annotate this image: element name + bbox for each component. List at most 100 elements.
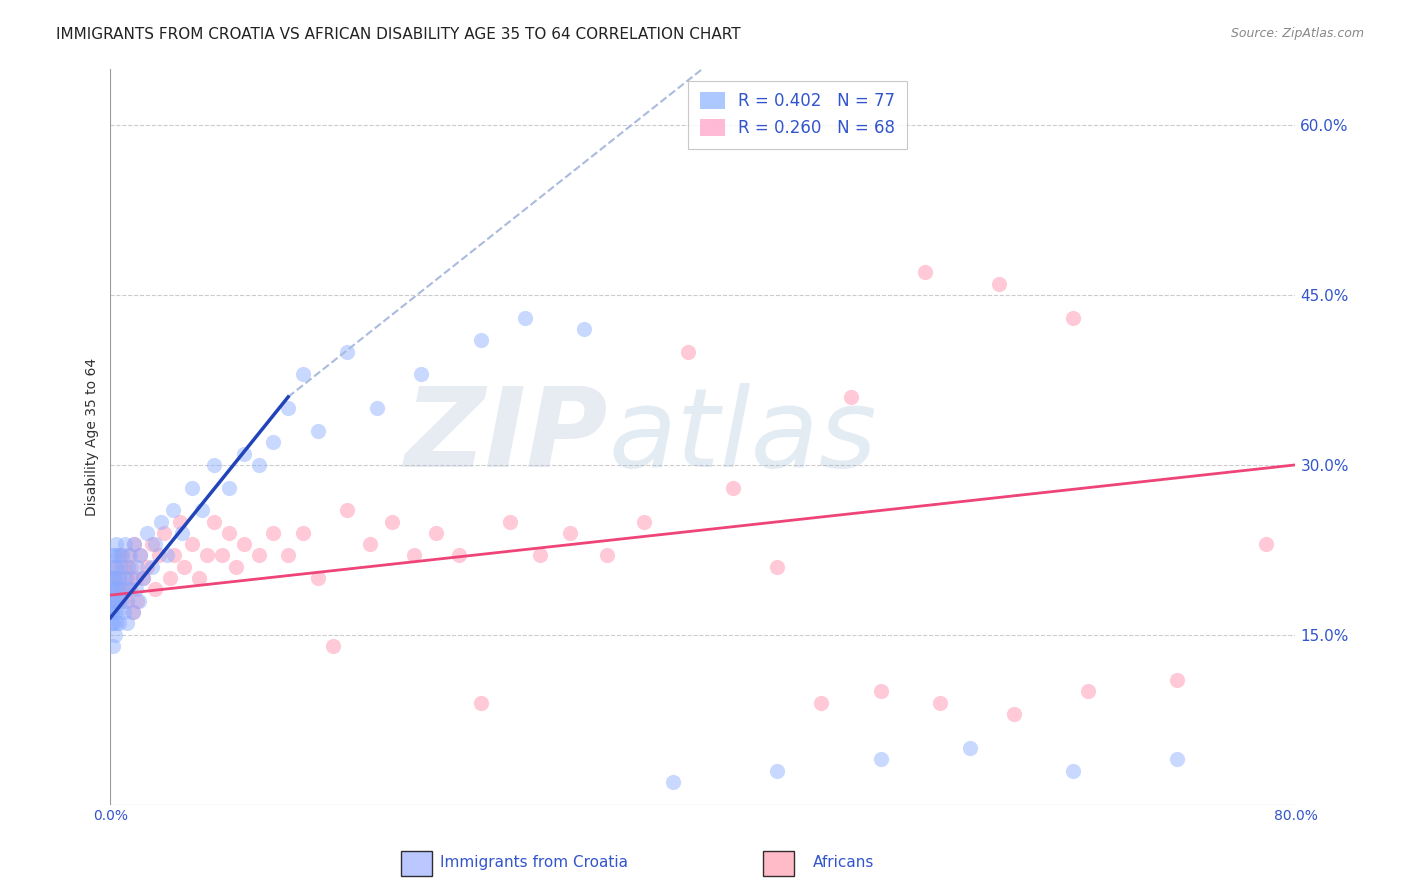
Point xyxy=(104,571,127,585)
Point xyxy=(148,549,170,563)
Text: Source: ZipAtlas.com: Source: ZipAtlas.com xyxy=(1230,27,1364,40)
Point xyxy=(359,537,381,551)
Point xyxy=(404,549,426,563)
Point xyxy=(662,775,685,789)
Point xyxy=(124,582,146,597)
Point xyxy=(232,446,254,460)
Text: Africans: Africans xyxy=(813,855,875,870)
Point xyxy=(595,549,617,563)
Point xyxy=(103,616,125,631)
Point xyxy=(104,628,127,642)
Text: atlas: atlas xyxy=(609,383,877,490)
Point xyxy=(149,515,172,529)
Point xyxy=(307,424,329,438)
Point xyxy=(117,559,139,574)
Point xyxy=(108,571,131,585)
Text: Immigrants from Croatia: Immigrants from Croatia xyxy=(440,855,628,870)
Point xyxy=(105,616,128,631)
Point xyxy=(114,537,136,551)
Point xyxy=(112,559,135,574)
Point xyxy=(291,368,314,382)
Point xyxy=(262,435,284,450)
Point xyxy=(247,458,270,472)
Point xyxy=(766,764,789,778)
Point xyxy=(381,515,404,529)
Point xyxy=(218,525,240,540)
Point xyxy=(101,616,124,631)
Point xyxy=(1077,684,1099,698)
Point xyxy=(191,503,214,517)
Point xyxy=(336,503,359,517)
Point xyxy=(103,549,125,563)
Point xyxy=(101,571,124,585)
Point xyxy=(211,549,233,563)
Point xyxy=(366,401,388,416)
Point xyxy=(574,322,596,336)
Point xyxy=(470,696,492,710)
Point xyxy=(105,559,128,574)
Point xyxy=(110,549,132,563)
Point xyxy=(103,571,125,585)
Point xyxy=(262,525,284,540)
Point xyxy=(129,549,152,563)
Point xyxy=(115,571,138,585)
Point xyxy=(143,537,166,551)
Point xyxy=(125,594,148,608)
Point xyxy=(188,571,211,585)
Point xyxy=(202,458,225,472)
Point xyxy=(988,277,1011,291)
Point xyxy=(914,265,936,279)
Point xyxy=(1062,764,1084,778)
Point xyxy=(136,525,159,540)
Point xyxy=(105,594,128,608)
Point xyxy=(107,594,129,608)
Point xyxy=(112,605,135,619)
Point xyxy=(125,559,148,574)
Point xyxy=(159,571,181,585)
Point xyxy=(180,481,202,495)
Point xyxy=(107,549,129,563)
Point xyxy=(869,684,891,698)
Point xyxy=(129,549,152,563)
Point xyxy=(143,582,166,597)
Point xyxy=(108,616,131,631)
Point xyxy=(1002,706,1025,721)
Point xyxy=(132,571,155,585)
Point xyxy=(108,571,131,585)
Point xyxy=(117,549,139,563)
Point xyxy=(122,537,145,551)
Point xyxy=(676,344,699,359)
Point xyxy=(1166,752,1188,766)
Point xyxy=(100,582,122,597)
Point xyxy=(766,559,789,574)
Point xyxy=(1062,310,1084,325)
Point xyxy=(152,525,174,540)
Point xyxy=(115,616,138,631)
Point xyxy=(529,549,551,563)
Point xyxy=(558,525,581,540)
Point xyxy=(120,559,142,574)
Point xyxy=(411,368,433,382)
Point xyxy=(1166,673,1188,687)
Point xyxy=(101,594,124,608)
Point xyxy=(291,525,314,540)
Point xyxy=(959,741,981,756)
Point xyxy=(839,390,862,404)
Point xyxy=(202,515,225,529)
Point xyxy=(118,582,141,597)
Point xyxy=(470,334,492,348)
Point xyxy=(195,549,218,563)
Point xyxy=(121,605,143,619)
Point xyxy=(104,605,127,619)
Point xyxy=(124,571,146,585)
Point xyxy=(336,344,359,359)
Point xyxy=(277,549,299,563)
Point xyxy=(515,310,537,325)
Point xyxy=(103,594,125,608)
Point xyxy=(810,696,832,710)
Point xyxy=(107,605,129,619)
Point xyxy=(105,559,128,574)
Point xyxy=(103,582,125,597)
Point xyxy=(104,549,127,563)
Point xyxy=(115,594,138,608)
